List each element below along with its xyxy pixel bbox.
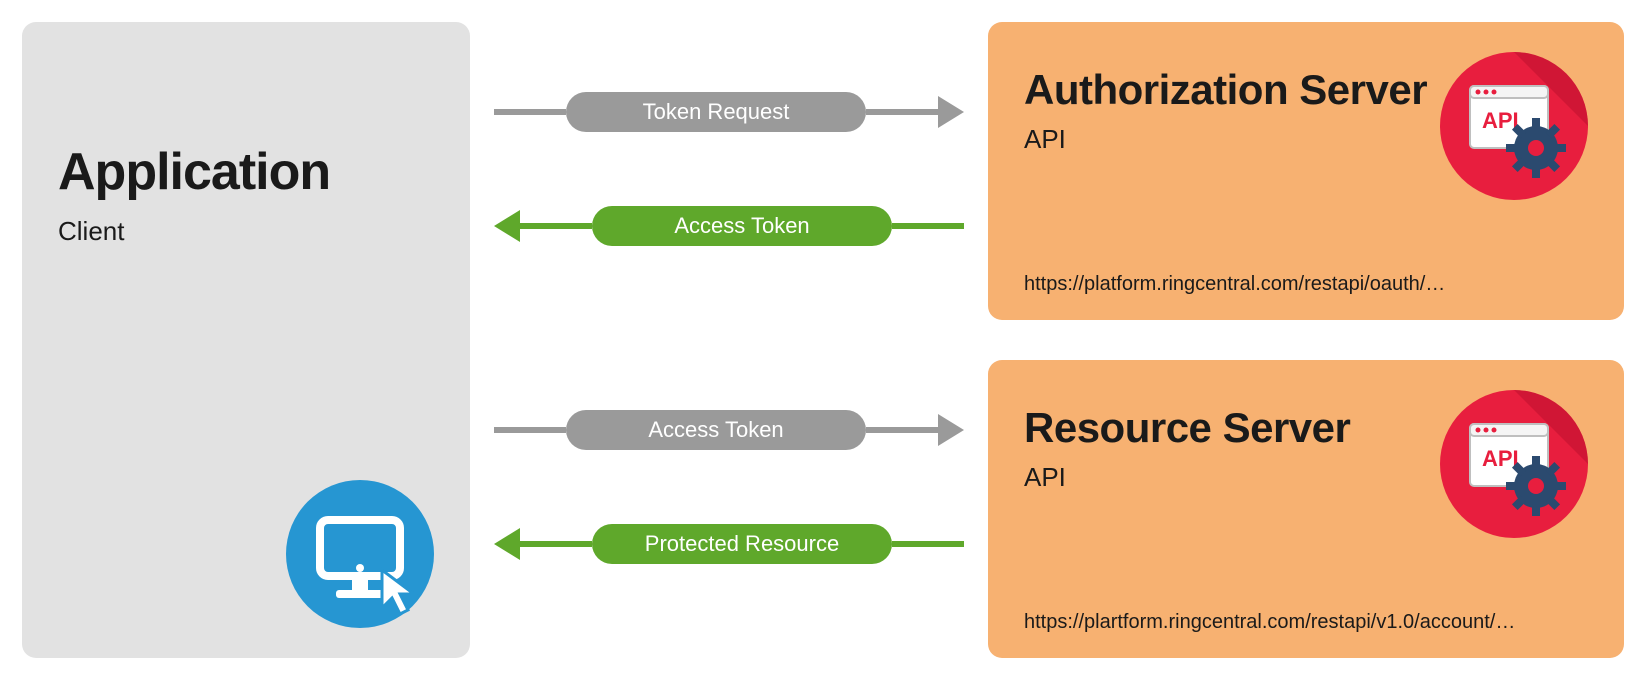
arrow-head-left-icon — [494, 528, 520, 560]
resource-server-box: Resource Server API https://plartform.ri… — [988, 360, 1624, 658]
arrow-head-left-icon — [494, 210, 520, 242]
auth-server-url: https://platform.ringcentral.com/restapi… — [1024, 273, 1445, 296]
arrow-line — [866, 109, 938, 115]
access-token-send-arrow: Access Token — [494, 410, 964, 450]
application-subtitle: Client — [58, 216, 434, 247]
arrow-head-right-icon — [938, 414, 964, 446]
application-box: Application Client — [22, 22, 470, 658]
arrow-line — [494, 109, 566, 115]
access-token-return-arrow: Access Token — [494, 206, 964, 246]
arrow-label: Access Token — [592, 206, 892, 246]
resource-server-url: https://plartform.ringcentral.com/restap… — [1024, 611, 1515, 634]
arrow-head-right-icon — [938, 96, 964, 128]
arrow-line — [892, 223, 964, 229]
arrow-label: Protected Resource — [592, 524, 892, 564]
arrow-line — [520, 541, 592, 547]
authorization-server-box: Authorization Server API https://platfor… — [988, 22, 1624, 320]
application-title: Application — [58, 142, 434, 202]
arrow-line — [866, 427, 938, 433]
api-gear-icon: API — [1440, 390, 1588, 538]
arrow-line — [494, 427, 566, 433]
computer-click-icon — [286, 480, 434, 628]
protected-resource-arrow: Protected Resource — [494, 524, 964, 564]
token-request-arrow: Token Request — [494, 92, 964, 132]
arrow-line — [892, 541, 964, 547]
arrow-label: Token Request — [566, 92, 866, 132]
arrow-line — [520, 223, 592, 229]
arrow-label: Access Token — [566, 410, 866, 450]
api-gear-icon: API — [1440, 52, 1588, 200]
